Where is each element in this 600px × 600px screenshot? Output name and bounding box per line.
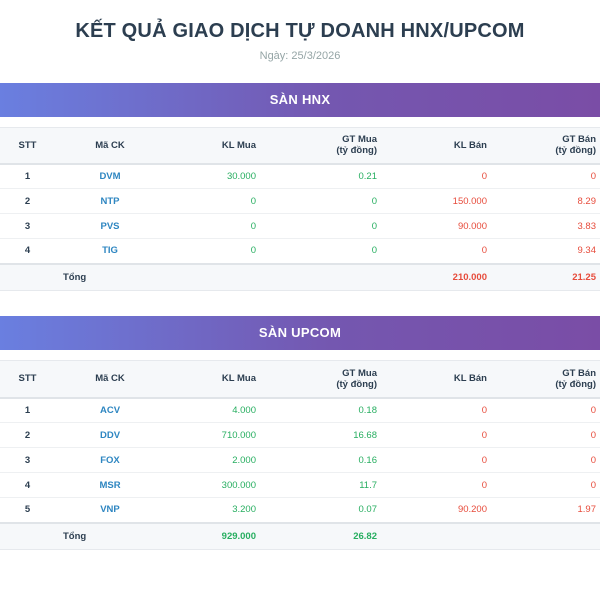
kl-mua-cell: 2.000 xyxy=(165,448,260,473)
table-row: 1 ACV 4.000 0.18 0 0 xyxy=(0,398,600,423)
row-stt: 5 xyxy=(0,498,55,523)
col-stt-header: STT xyxy=(0,128,55,164)
col-kl-mua-header: KL Mua xyxy=(165,361,260,398)
gt-mua-cell: 11.7 xyxy=(260,473,381,498)
col-kl-mua-header: KL Mua xyxy=(165,128,260,164)
kl-mua-cell: 0 xyxy=(165,214,260,239)
gt-mua-cell: 0 xyxy=(260,214,381,239)
kl-ban-cell: 150.000 xyxy=(381,189,491,214)
table-row: 3 FOX 2.000 0.16 0 0 xyxy=(0,448,600,473)
kl-ban-cell: 90.000 xyxy=(381,214,491,239)
total-gt-mua xyxy=(260,264,381,291)
total-label: Tổng xyxy=(55,264,165,291)
stock-code-link[interactable]: DVM xyxy=(55,164,165,189)
gt-mua-cell: 0 xyxy=(260,239,381,264)
total-label: Tổng xyxy=(55,523,165,550)
table-row: 2 NTP 0 0 150.000 8.29 xyxy=(0,189,600,214)
kl-ban-cell: 0 xyxy=(381,448,491,473)
col-gt-ban-header: GT Bán (tỷ đồng) xyxy=(491,128,600,164)
gt-ban-cell: 0 xyxy=(491,473,600,498)
gt-mua-cell: 0 xyxy=(260,189,381,214)
total-gt-ban xyxy=(491,523,600,550)
kl-ban-cell: 0 xyxy=(381,164,491,189)
total-gt-mua: 26.82 xyxy=(260,523,381,550)
row-stt: 3 xyxy=(0,214,55,239)
col-kl-ban-header: KL Bán xyxy=(381,361,491,398)
gt-ban-cell: 0 xyxy=(491,164,600,189)
row-stt: 4 xyxy=(0,473,55,498)
gt-ban-cell: 0 xyxy=(491,398,600,423)
kl-mua-cell: 4.000 xyxy=(165,398,260,423)
table-row: 3 PVS 0 0 90.000 3.83 xyxy=(0,214,600,239)
section-hnx: SÀN HNX STT Mã CK KL Mua GT Mua (tỷ đồng… xyxy=(0,83,600,291)
section-header-hnx: SÀN HNX xyxy=(0,83,600,117)
col-stt-header: STT xyxy=(0,361,55,398)
row-stt: 1 xyxy=(0,398,55,423)
gt-mua-cell: 0.18 xyxy=(260,398,381,423)
stock-code-link[interactable]: TIG xyxy=(55,239,165,264)
kl-mua-cell: 30.000 xyxy=(165,164,260,189)
kl-ban-cell: 0 xyxy=(381,473,491,498)
total-row: Tổng 929.000 26.82 xyxy=(0,523,600,550)
row-stt: 3 xyxy=(0,448,55,473)
total-kl-mua: 929.000 xyxy=(165,523,260,550)
section-header-upcom: SÀN UPCOM xyxy=(0,316,600,350)
total-kl-ban: 210.000 xyxy=(381,264,491,291)
stock-code-link[interactable]: NTP xyxy=(55,189,165,214)
col-kl-ban-header: KL Bán xyxy=(381,128,491,164)
gt-ban-cell: 3.83 xyxy=(491,214,600,239)
col-gt-mua-header: GT Mua (tỷ đồng) xyxy=(260,128,381,164)
kl-mua-cell: 300.000 xyxy=(165,473,260,498)
section-upcom: SÀN UPCOM STT Mã CK KL Mua GT Mua (tỷ đồ… xyxy=(0,316,600,550)
col-gt-mua-header: GT Mua (tỷ đồng) xyxy=(260,361,381,398)
gt-mua-cell: 0.16 xyxy=(260,448,381,473)
kl-ban-cell: 0 xyxy=(381,398,491,423)
kl-mua-cell: 0 xyxy=(165,189,260,214)
table-row: 4 TIG 0 0 0 9.34 xyxy=(0,239,600,264)
col-code-header: Mã CK xyxy=(55,361,165,398)
col-code-header: Mã CK xyxy=(55,128,165,164)
table-row: 5 VNP 3.200 0.07 90.200 1.97 xyxy=(0,498,600,523)
gt-ban-cell: 8.29 xyxy=(491,189,600,214)
gt-ban-cell: 1.97 xyxy=(491,498,600,523)
page-title: KẾT QUẢ GIAO DỊCH TỰ DOANH HNX/UPCOM xyxy=(0,20,600,43)
report-date: Ngày: 25/3/2026 xyxy=(0,50,600,62)
gt-mua-cell: 16.68 xyxy=(260,423,381,448)
stock-code-link[interactable]: MSR xyxy=(55,473,165,498)
stock-code-link[interactable]: ACV xyxy=(55,398,165,423)
total-gt-ban: 21.25 xyxy=(491,264,600,291)
kl-mua-cell: 710.000 xyxy=(165,423,260,448)
gt-mua-cell: 0.07 xyxy=(260,498,381,523)
table-header-row: STT Mã CK KL Mua GT Mua (tỷ đồng) KL Bán… xyxy=(0,361,600,398)
stock-code-link[interactable]: FOX xyxy=(55,448,165,473)
stock-code-link[interactable]: VNP xyxy=(55,498,165,523)
table-row: 2 DDV 710.000 16.68 0 0 xyxy=(0,423,600,448)
kl-mua-cell: 0 xyxy=(165,239,260,264)
stock-code-link[interactable]: DDV xyxy=(55,423,165,448)
stock-code-link[interactable]: PVS xyxy=(55,214,165,239)
row-stt: 2 xyxy=(0,189,55,214)
total-kl-ban xyxy=(381,523,491,550)
table-header-row: STT Mã CK KL Mua GT Mua (tỷ đồng) KL Bán… xyxy=(0,128,600,164)
gt-ban-cell: 0 xyxy=(491,423,600,448)
gt-ban-cell: 0 xyxy=(491,448,600,473)
row-stt: 1 xyxy=(0,164,55,189)
gt-ban-cell: 9.34 xyxy=(491,239,600,264)
table-hnx: STT Mã CK KL Mua GT Mua (tỷ đồng) KL Bán… xyxy=(0,127,600,291)
col-gt-ban-header: GT Bán (tỷ đồng) xyxy=(491,361,600,398)
table-upcom: STT Mã CK KL Mua GT Mua (tỷ đồng) KL Bán… xyxy=(0,360,600,550)
table-row: 4 MSR 300.000 11.7 0 0 xyxy=(0,473,600,498)
kl-ban-cell: 90.200 xyxy=(381,498,491,523)
total-kl-mua xyxy=(165,264,260,291)
table-row: 1 DVM 30.000 0.21 0 0 xyxy=(0,164,600,189)
row-stt: 4 xyxy=(0,239,55,264)
row-stt: 2 xyxy=(0,423,55,448)
kl-mua-cell: 3.200 xyxy=(165,498,260,523)
kl-ban-cell: 0 xyxy=(381,239,491,264)
total-row: Tổng 210.000 21.25 xyxy=(0,264,600,291)
gt-mua-cell: 0.21 xyxy=(260,164,381,189)
kl-ban-cell: 0 xyxy=(381,423,491,448)
